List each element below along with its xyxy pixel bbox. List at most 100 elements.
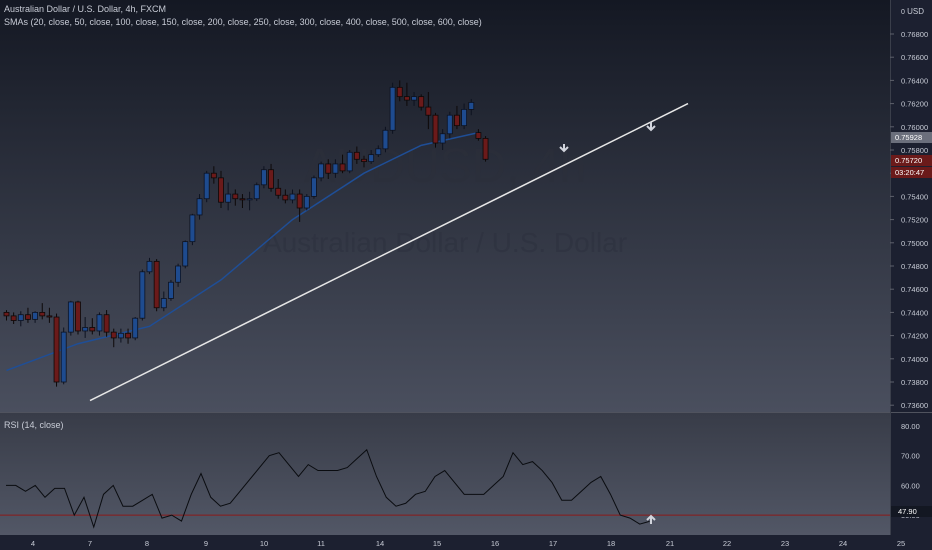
chart-title[interactable]: Australian Dollar / U.S. Dollar, 4h, FXC… <box>4 4 167 14</box>
candle-down <box>361 158 367 162</box>
countdown-tag: 03:20:47 <box>891 167 932 178</box>
price-tick-label: 0.73600 <box>901 401 928 410</box>
arrow-down-icon <box>559 144 569 153</box>
candle-down <box>396 86 403 98</box>
candle-down <box>353 151 360 160</box>
candle-down <box>46 315 53 318</box>
rsi-tick-label: 80.00 <box>901 422 920 431</box>
candle-up <box>389 86 396 131</box>
candle-up <box>260 169 267 186</box>
time-tick-label: 15 <box>433 539 441 548</box>
candle-up <box>82 327 89 332</box>
rsi-tick-label: 60.00 <box>901 481 920 490</box>
candle-up <box>32 311 38 320</box>
price-tick-label: 0.75800 <box>901 146 928 155</box>
candle-up <box>368 154 375 162</box>
candle-down <box>296 193 303 209</box>
price-axis-top-label: 0 <box>901 9 905 16</box>
price-tick-label: 0.74800 <box>901 262 928 271</box>
price-tick-group: 0.76800 0.76600 0.76400 0.76200 0.76000 0.758… <box>890 30 928 410</box>
time-tick-label: 22 <box>723 539 731 548</box>
candle-down <box>475 132 482 139</box>
candle-up <box>461 109 468 127</box>
time-tick-label: 11 <box>317 539 325 548</box>
candle-down <box>210 172 217 179</box>
candle-down <box>39 311 46 317</box>
rsi-indicator-label[interactable]: RSI (14, close) <box>4 420 64 430</box>
candle-down <box>282 194 289 201</box>
candle-up <box>168 281 174 299</box>
arrow-down-icon <box>646 122 656 132</box>
candle-up <box>67 301 74 333</box>
candle-down <box>75 301 81 332</box>
candle-down <box>10 315 17 321</box>
candle-up <box>182 241 189 267</box>
time-tick-label: 25 <box>897 539 905 548</box>
candle-down <box>218 177 224 203</box>
price-tick-label: 0.74400 <box>901 308 928 317</box>
watermark-name: Australian Dollar / U.S. Dollar <box>263 227 627 258</box>
candle-up <box>139 271 146 319</box>
candle-down <box>482 137 489 160</box>
candle-down <box>425 106 432 116</box>
rsi-tick-label: 70.00 <box>901 452 920 461</box>
last-price-tag: 0.75720 <box>891 155 932 166</box>
candle-up <box>446 114 453 135</box>
candle-down <box>110 331 117 339</box>
rsi-line <box>6 448 650 529</box>
candle-down <box>103 314 110 333</box>
sma-indicator-label[interactable]: SMAs (20, close, 50, close, 100, close, … <box>4 17 482 27</box>
time-tick-label: 14 <box>376 539 384 548</box>
candle-up <box>318 163 325 179</box>
currency-label: USD <box>907 7 924 16</box>
candle-up <box>382 129 389 150</box>
candle-up <box>246 198 253 201</box>
candle-up <box>225 193 232 203</box>
time-tick-label: 4 <box>31 539 35 548</box>
candle-down <box>153 260 160 309</box>
price-tick-label: 0.76800 <box>901 30 928 39</box>
time-tick-label: 18 <box>607 539 615 548</box>
candle-down <box>3 311 10 317</box>
candle-up <box>439 133 446 144</box>
candle-down <box>268 169 274 189</box>
main-pane[interactable] <box>0 0 890 412</box>
candle-down <box>454 114 460 127</box>
candle-up <box>132 317 139 339</box>
price-tick-label: 0.76400 <box>901 76 928 85</box>
rsi-value-tag: 47.90 <box>891 506 932 517</box>
candle-up <box>332 163 339 174</box>
candle-up <box>311 177 317 197</box>
svg-text:47.90: 47.90 <box>898 507 917 516</box>
sma-value-tag: 0.75928 <box>891 132 932 143</box>
candle-up <box>146 260 153 273</box>
candle-up <box>96 314 103 332</box>
candle-down <box>275 187 282 196</box>
time-tick-label: 8 <box>145 539 149 548</box>
candle-up <box>411 96 417 101</box>
price-tick-label: 0.73800 <box>901 378 928 387</box>
candle-down <box>239 198 246 201</box>
trendline[interactable] <box>89 102 689 402</box>
price-axis[interactable] <box>890 0 932 535</box>
svg-text:03:20:47: 03:20:47 <box>895 168 924 177</box>
rsi-pane[interactable] <box>0 413 890 535</box>
time-tick-label: 7 <box>88 539 92 548</box>
price-tick-label: 0.74600 <box>901 285 928 294</box>
candle-up <box>468 102 475 110</box>
price-tick-label: 0.75000 <box>901 239 928 248</box>
candle-down <box>25 314 31 320</box>
candle-up <box>346 151 353 172</box>
candle-down <box>432 114 439 144</box>
time-tick-label: 16 <box>491 539 499 548</box>
candle-up <box>289 193 296 201</box>
candle-down <box>232 193 239 200</box>
price-tick-label: 0.76600 <box>901 53 928 62</box>
candle-down <box>339 163 346 172</box>
time-axis[interactable] <box>0 535 932 550</box>
candle-up <box>253 184 260 200</box>
candle-up <box>17 314 24 321</box>
candle-up <box>303 195 310 209</box>
time-tick-label: 24 <box>839 539 847 548</box>
